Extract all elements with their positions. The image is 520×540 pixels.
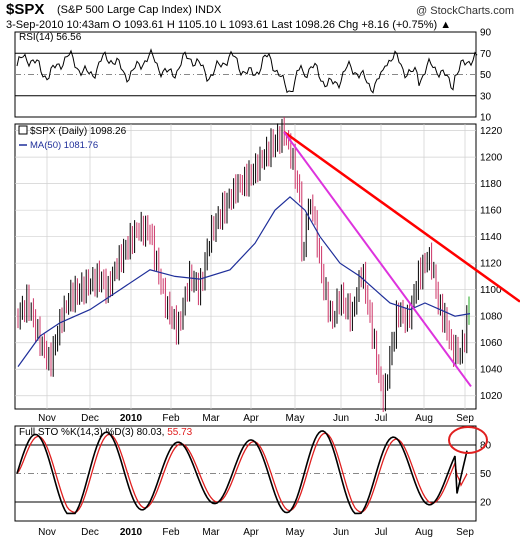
stochastic-d-line	[16, 432, 468, 514]
rsi-line	[16, 48, 478, 94]
red-trend-line	[283, 130, 520, 303]
index-name: (S&P 500 Large Cap Index) INDX	[57, 4, 222, 16]
x-tick-label: Apr	[243, 413, 259, 424]
price-legend-box	[18, 125, 28, 135]
price-tick-label: 1080	[480, 312, 503, 323]
sto-tick-label: 50	[480, 469, 492, 480]
price-tick-label: 1060	[480, 338, 503, 349]
price-tick-label: 1220	[480, 126, 503, 137]
price-label: $SPX (Daily) 1098.26	[30, 126, 127, 137]
price-tick-label: 1160	[480, 206, 502, 217]
x-tick-label: Aug	[415, 413, 433, 424]
x-tick-label: Sep	[456, 527, 474, 538]
sto-label-value: 55.73	[167, 427, 192, 438]
x-tick-label: Jul	[375, 527, 388, 538]
rsi-tick-label: 10	[480, 113, 492, 124]
ma-label: MA(50) 1081.76	[30, 140, 98, 151]
rsi-tick-label: 90	[480, 28, 492, 39]
price-tick-label: 1100	[480, 285, 502, 296]
symbol-title: $SPX	[6, 1, 45, 18]
x-tick-label: Apr	[243, 527, 259, 538]
x-tick-label: Jun	[333, 527, 349, 538]
highlight-circle	[448, 426, 488, 454]
rsi-tick-label: 70	[480, 49, 492, 60]
rsi-tick-label: 50	[480, 70, 492, 81]
sto-label: Full STO %K(14,3) %D(3) 80.03, 55.73	[19, 427, 193, 438]
x-tick-label: Dec	[81, 527, 99, 538]
x-tick-label: Mar	[202, 527, 220, 538]
rsi-tick-label: 30	[480, 91, 492, 102]
x-tick-label: Dec	[81, 413, 99, 424]
x-tick-label: Mar	[202, 413, 220, 424]
x-tick-label: 2010	[120, 413, 143, 424]
x-tick-label: Feb	[162, 527, 180, 538]
x-tick-label: Nov	[38, 527, 56, 538]
x-tick-label: 2010	[120, 527, 143, 538]
rsi-panel: 10 30 50 70 90 RSI(14) 56.56	[14, 28, 492, 124]
sto-tick-label: 20	[480, 498, 492, 509]
ma50-line	[17, 196, 471, 367]
price-panel: 1020 1040 1060 1080 1100 1120 1140 1160 1180 1200…	[14, 117, 520, 413]
x-tick-label: May	[286, 527, 305, 538]
price-tick-label: 1020	[480, 391, 503, 402]
price-tick-label: 1140	[480, 232, 502, 243]
watermark: @ StockCharts.com	[416, 5, 514, 17]
price-frame	[14, 123, 477, 410]
magenta-trend-line	[283, 131, 472, 388]
stochastic-k-line	[16, 430, 468, 515]
x-tick-label: Nov	[38, 413, 56, 424]
x-tick-label: Jun	[333, 413, 349, 424]
quote-line: 3-Sep-2010 10:43am O 1093.61 H 1105.10 L…	[6, 19, 452, 31]
rsi-label: RSI(14) 56.56	[19, 32, 82, 43]
price-tick-label: 1040	[480, 365, 503, 376]
x-tick-label: Sep	[456, 413, 474, 424]
x-tick-label: May	[286, 413, 305, 424]
price-tick-label: 1120	[480, 259, 502, 270]
x-tick-label: Aug	[415, 527, 433, 538]
price-tick-label: 1180	[480, 179, 502, 190]
x-tick-label: Jul	[375, 413, 388, 424]
x-tick-label: Feb	[162, 413, 180, 424]
sto-label-prefix: Full STO %K(14,3) %D(3) 80.03,	[19, 427, 167, 438]
price-tick-label: 1200	[480, 153, 503, 164]
